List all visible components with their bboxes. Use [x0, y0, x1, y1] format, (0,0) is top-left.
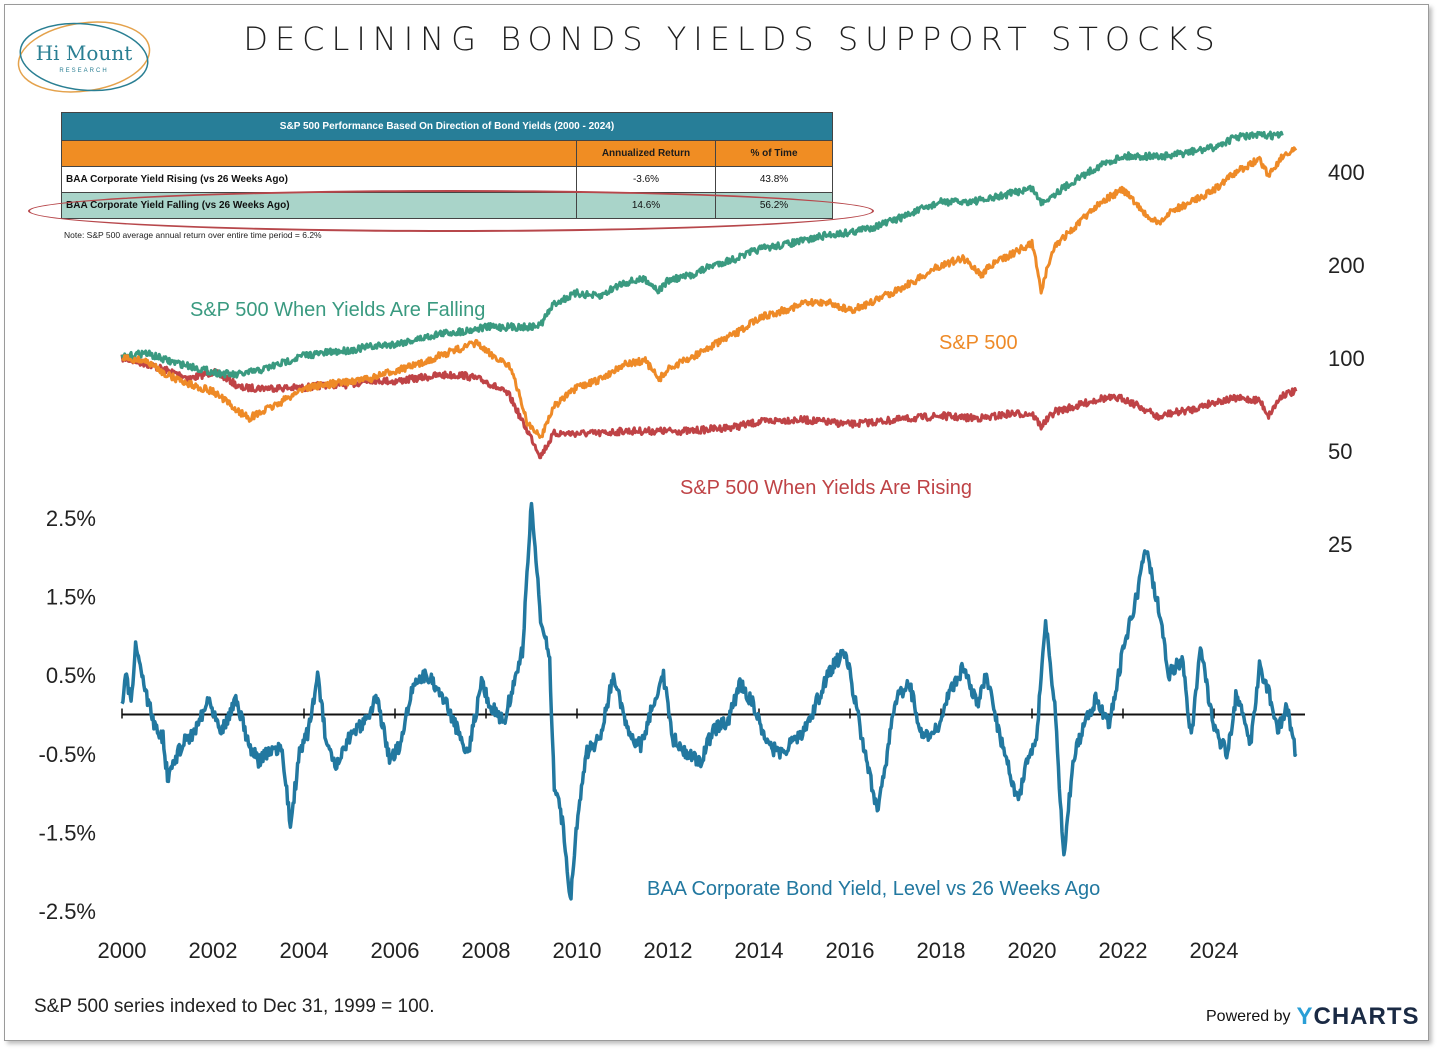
series-label-falling: S&P 500 When Yields Are Falling: [190, 299, 485, 321]
ycharts-text: CHARTS: [1313, 1003, 1420, 1030]
x-axis-tick-label: 2024: [1190, 938, 1239, 963]
right-axis-tick-label: 200: [1328, 253, 1365, 278]
table-header-time: % of Time: [715, 140, 833, 167]
right-axis-tick-label: 400: [1328, 160, 1365, 185]
logo-sub: RESEARCH: [59, 68, 108, 74]
table-row: BAA Corporate Yield Rising (vs 26 Weeks …: [61, 166, 833, 193]
x-axis-tick-label: 2008: [462, 938, 511, 963]
series-label-rising: S&P 500 When Yields Are Rising: [680, 477, 972, 499]
x-axis-tick-label: 2004: [280, 938, 329, 963]
left-axis-tick-label: 0.5%: [46, 663, 96, 688]
chart-title: DECLINING BONDS YIELDS SUPPORT STOCKS: [243, 20, 1222, 58]
x-axis-tick-label: 2016: [826, 938, 875, 963]
row-label: BAA Corporate Yield Rising (vs 26 Weeks …: [61, 166, 577, 193]
right-axis-tick-label: 50: [1328, 439, 1352, 464]
x-axis-tick-label: 2010: [553, 938, 602, 963]
series-label-yield: BAA Corporate Bond Yield, Level vs 26 We…: [647, 878, 1100, 900]
highlight-ellipse: [28, 190, 874, 232]
x-axis-tick-label: 2006: [371, 938, 420, 963]
left-axis-tick-label: -1.5%: [39, 820, 96, 845]
powered-by: Powered by YCHARTS: [1206, 1003, 1420, 1031]
table-note: Note: S&P 500 average annual return over…: [64, 230, 322, 240]
x-axis-tick-label: 2002: [189, 938, 238, 963]
footnote: S&P 500 series indexed to Dec 31, 1999 =…: [34, 996, 435, 1017]
right-axis-tick-label: 100: [1328, 346, 1365, 371]
x-axis-tick-label: 2020: [1008, 938, 1057, 963]
left-axis-tick-label: -0.5%: [39, 742, 96, 767]
row-return: -3.6%: [576, 166, 716, 193]
table-header-row: Annualized Return % of Time: [61, 140, 833, 167]
series-line-rising: [120, 354, 1298, 460]
left-axis-tick-label: 2.5%: [46, 506, 96, 531]
left-axis-tick-label: 1.5%: [46, 585, 96, 610]
table-title: S&P 500 Performance Based On Direction o…: [61, 112, 833, 141]
x-axis-tick-label: 2022: [1099, 938, 1148, 963]
x-axis-tick-label: 2012: [644, 938, 693, 963]
x-axis-tick-label: 2018: [917, 938, 966, 963]
logo-name: Hi Mount: [36, 41, 133, 65]
table-header-empty: [61, 140, 577, 167]
series-line-sp500: [121, 146, 1298, 439]
right-axis-tick-label: 25: [1328, 532, 1352, 557]
x-axis-tick-label: 2014: [735, 938, 784, 963]
powered-by-label: Powered by: [1206, 1008, 1291, 1025]
table-header-return: Annualized Return: [576, 140, 716, 167]
logo: Hi Mount RESEARCH: [17, 21, 151, 93]
ycharts-y: Y: [1296, 1003, 1314, 1030]
ycharts-logo: YCHARTS: [1297, 1003, 1420, 1031]
table-title-row: S&P 500 Performance Based On Direction o…: [61, 112, 833, 141]
series-line-falling: [120, 130, 1284, 379]
row-time: 43.8%: [715, 166, 833, 193]
series-label-sp500: S&P 500: [939, 332, 1018, 354]
x-axis-tick-label: 2000: [98, 938, 147, 963]
left-axis-tick-label: -2.5%: [39, 899, 96, 924]
series-line-yield: [120, 501, 1298, 901]
